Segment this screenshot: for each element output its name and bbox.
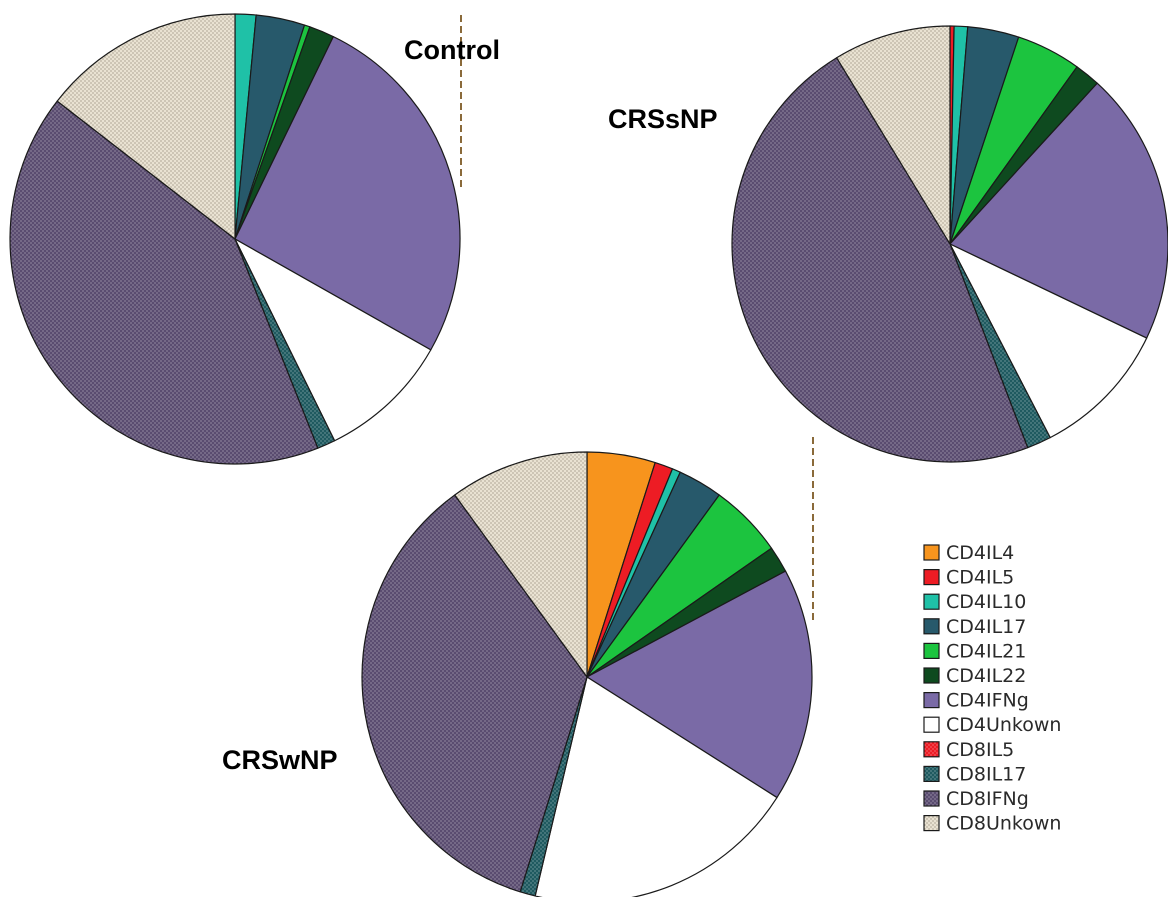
legend-swatch-cd4il10 xyxy=(923,593,940,610)
legend-label-cd4il22: CD4IL22 xyxy=(946,665,1026,687)
legend-swatch-cd4il22 xyxy=(923,667,940,684)
legend-item-cd4il17: CD4IL17 xyxy=(923,616,1026,638)
legend-item-cd4il22: CD4IL22 xyxy=(923,665,1026,687)
legend-label-cd4ifng: CD4IFNg xyxy=(946,690,1029,712)
legend-swatch-cd4ifng xyxy=(923,691,940,709)
pie-control xyxy=(9,13,461,465)
pie-slice-crswnp-cd4unkown xyxy=(534,676,778,897)
legend-item-cd4il4: CD4IL4 xyxy=(923,542,1014,564)
legend-item-cd4ifng: CD4IFNg xyxy=(923,690,1029,712)
legend-swatch-cd4unkown xyxy=(923,716,940,733)
pie-slice-crswnp-cd4ifng xyxy=(586,570,813,799)
legend-label-cd4il10: CD4IL10 xyxy=(946,591,1026,613)
legend-swatch-cd8ifng xyxy=(923,790,940,807)
legend-swatch-cd8il17 xyxy=(923,765,940,783)
legend-label-cd4unkown: CD4Unkown xyxy=(946,714,1061,736)
pie-slice-crssnp-cd4ifng xyxy=(949,82,1168,339)
legend-item-cd4il5: CD4IL5 xyxy=(923,567,1014,589)
legend-item-cd4il10: CD4IL10 xyxy=(923,591,1026,613)
legend-swatch-cd8unkown xyxy=(923,814,940,832)
pie-slice-crssnp-cd8unkown xyxy=(836,25,951,245)
pie-crswnp xyxy=(361,451,813,897)
pie-crssnp xyxy=(731,25,1168,463)
legend-label-cd8ifng: CD8IFNg xyxy=(946,788,1029,810)
legend-item-cd8il17: CD8IL17 xyxy=(923,763,1026,785)
legend-item-cd8unkown: CD8Unkown xyxy=(923,813,1061,835)
legend-label-cd4il5: CD4IL5 xyxy=(946,567,1014,589)
pie-slice-control-cd8unkown xyxy=(56,13,236,240)
legend-label-cd8il5: CD8IL5 xyxy=(946,739,1014,761)
pie-slice-control-cd4unkown xyxy=(234,238,432,442)
legend-label-cd8il17: CD8IL17 xyxy=(946,763,1026,785)
legend-item-cd4unkown: CD4Unkown xyxy=(923,714,1061,736)
legend-item-cd8il5: CD8IL5 xyxy=(923,739,1014,761)
legend-swatch-cd4il17 xyxy=(923,618,940,635)
pie-slice-crssnp-cd8ifng xyxy=(731,57,1029,463)
pie-slice-crswnp-cd8ifng xyxy=(361,494,588,893)
legend-label-cd4il21: CD4IL21 xyxy=(946,640,1026,662)
pie-slice-control-cd4ifng xyxy=(234,36,461,351)
chart-title-crssnp: CRSsNP xyxy=(608,104,718,134)
pie-slice-crssnp-cd4unkown xyxy=(949,243,1148,439)
legend-swatch-cd8il5 xyxy=(923,741,940,758)
legend-swatch-cd4il4 xyxy=(923,544,940,561)
chart-title-crswnp: CRSwNP xyxy=(222,745,338,775)
legend-item-cd8ifng: CD8IFNg xyxy=(923,788,1029,810)
legend-label-cd4il4: CD4IL4 xyxy=(946,542,1014,564)
legend-swatch-cd4il5 xyxy=(923,568,940,586)
pie-slice-control-cd8ifng xyxy=(9,100,319,465)
legend-swatch-cd4il21 xyxy=(923,642,940,660)
chart-title-control: Control xyxy=(404,35,500,65)
legend-label-cd4il17: CD4IL17 xyxy=(946,616,1026,638)
pie-slice-crswnp-cd8unkown xyxy=(454,451,588,678)
legend-item-cd4il21: CD4IL21 xyxy=(923,640,1026,662)
legend-label-cd8unkown: CD8Unkown xyxy=(946,813,1061,835)
